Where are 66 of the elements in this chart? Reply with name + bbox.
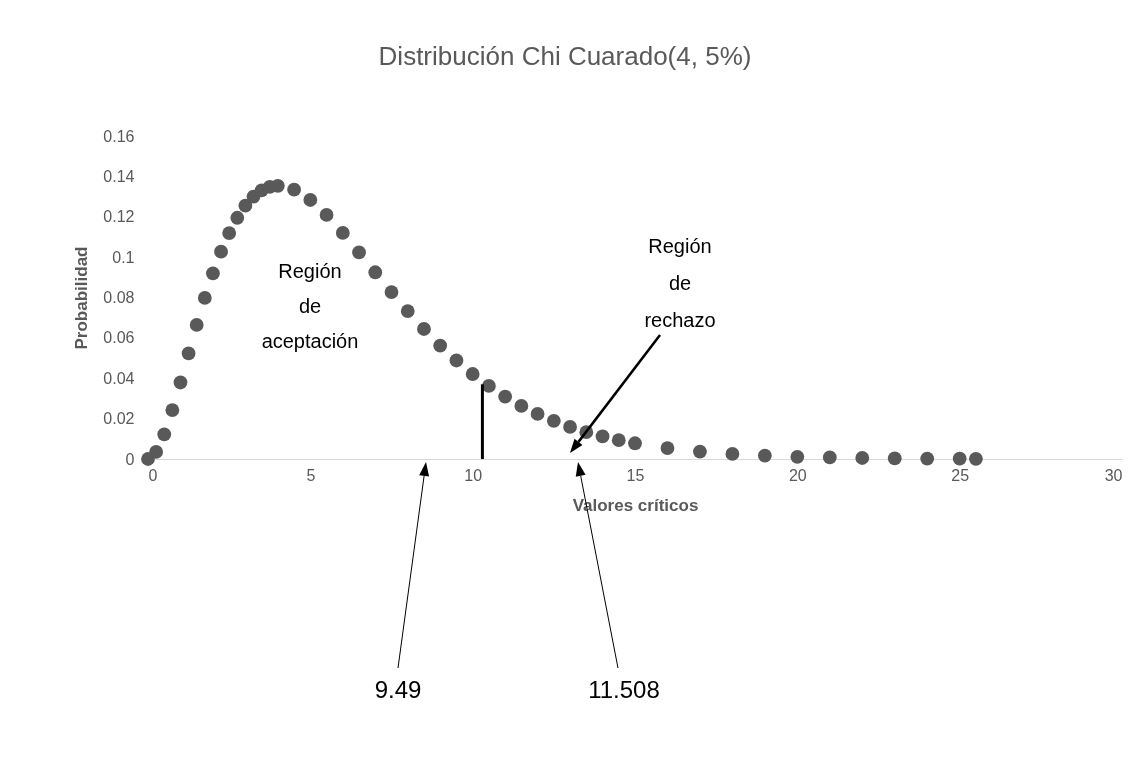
annotation: Región de rechazo [644, 235, 716, 331]
point [887, 451, 902, 466]
y-tick-label: 0.06 [103, 329, 135, 347]
point [287, 182, 301, 197]
point [546, 413, 561, 428]
point [611, 433, 626, 448]
point [214, 244, 228, 259]
point [238, 198, 253, 213]
point [628, 436, 642, 451]
x-tick-label: 10 [464, 466, 483, 484]
chart-title: Distribución Chi Cuarado(4, 5%) [378, 41, 752, 71]
point [197, 291, 212, 305]
annotation: Región de aceptación [261, 260, 359, 352]
point [319, 208, 334, 222]
x-tick-label: 15 [626, 466, 645, 484]
point [465, 367, 480, 381]
point [725, 447, 740, 461]
point [230, 210, 245, 225]
x-tick-label: 25 [951, 466, 970, 484]
point [433, 338, 448, 353]
y-tick-label: 0.02 [103, 410, 135, 428]
y-tick-label: 0 [125, 450, 135, 468]
point [157, 427, 172, 442]
y-tick-label: 0.04 [103, 369, 135, 387]
point [222, 226, 237, 240]
point [384, 285, 399, 299]
x-tick-label: 20 [788, 466, 807, 484]
point [563, 420, 577, 434]
point [530, 407, 545, 421]
point [969, 451, 983, 466]
y-tick-label: 0.14 [103, 167, 135, 185]
point [303, 193, 318, 207]
y-tick-label: 0.08 [103, 289, 135, 306]
y-tick-label: 0.1 [112, 248, 135, 266]
point [757, 448, 772, 463]
point [368, 265, 383, 280]
text: 9.49 [374, 676, 422, 703]
y-tick-label: 0.12 [103, 208, 135, 226]
point [952, 451, 967, 466]
x-tick-label: 0 [148, 466, 158, 484]
point [206, 266, 220, 281]
point [173, 375, 188, 390]
y-tick-label: 0.16 [103, 127, 135, 145]
point [595, 429, 610, 444]
point [660, 441, 675, 455]
point [181, 346, 196, 361]
x-tick-label: 30 [1104, 466, 1123, 484]
point [165, 403, 180, 418]
point [822, 450, 837, 465]
text: 11.508 [588, 676, 660, 703]
x-tick-label: 5 [306, 466, 316, 484]
point [920, 451, 935, 466]
point [352, 245, 366, 260]
point [855, 451, 870, 465]
point [335, 226, 350, 240]
point [498, 389, 513, 404]
point [449, 353, 464, 368]
point [514, 399, 529, 413]
point [790, 449, 805, 464]
point [189, 318, 204, 332]
point [400, 304, 415, 318]
y-axis-title: Probabilidad [72, 246, 92, 350]
point [417, 322, 431, 336]
point [482, 379, 496, 393]
point [693, 444, 707, 459]
point [149, 445, 164, 459]
